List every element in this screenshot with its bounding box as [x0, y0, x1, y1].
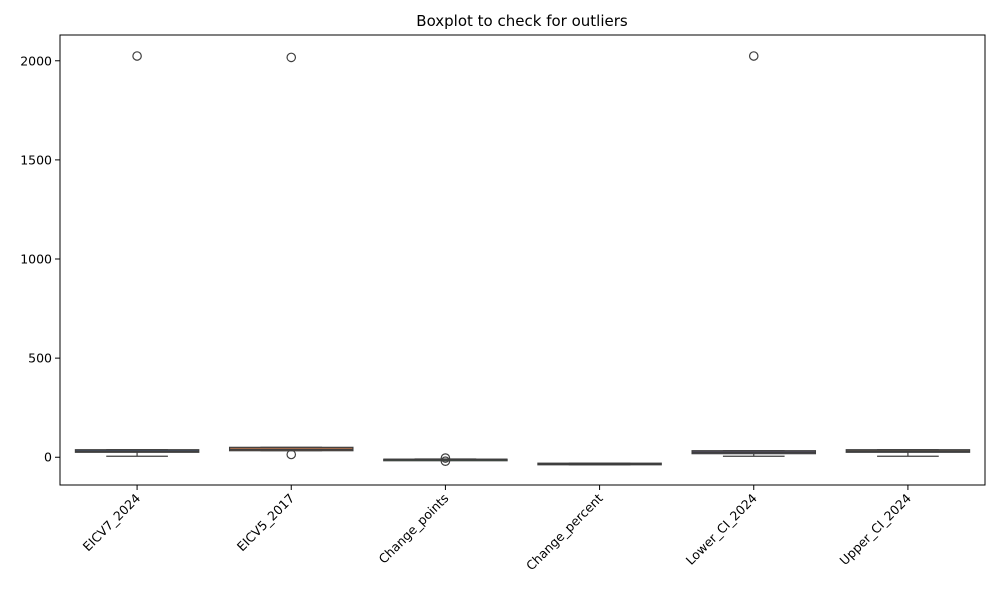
- outlier-point: [132, 51, 142, 61]
- x-tick-label: EICV7_2024: [80, 490, 144, 554]
- x-tick-label: Change_points: [376, 491, 452, 567]
- y-tick-label: 0: [44, 450, 52, 465]
- box-eicv7-2024: [74, 51, 200, 457]
- box-change-percent: [537, 462, 662, 466]
- box-upper-ci-2024: [845, 449, 971, 457]
- box-change-points: [383, 453, 508, 467]
- outlier-point: [440, 453, 451, 463]
- plot-area: 0 500 1000 1500 2000 EICV7_2024 EICV5_2017 Chan…: [20, 51, 971, 573]
- box-eicv5-2017: [228, 52, 354, 460]
- x-tick-label: Lower_CI_2024: [683, 490, 760, 567]
- outlier-point: [440, 456, 451, 467]
- outlier-point: [286, 52, 297, 63]
- y-tick-label: 500: [28, 351, 52, 366]
- plot-frame: [59, 34, 986, 486]
- x-tick-label: Change_percent: [523, 490, 606, 573]
- outlier-point: [286, 449, 297, 460]
- x-tick-label: Upper_CI_2024: [837, 490, 915, 568]
- y-tick-label: 1000: [20, 252, 52, 267]
- chart-title: Boxplot to check for outliers: [416, 12, 628, 30]
- y-tick-label: 2000: [20, 53, 52, 68]
- outlier-point: [748, 51, 759, 61]
- x-tick-label: EICV5_2017: [234, 491, 298, 555]
- y-tick-label: 1500: [20, 152, 52, 167]
- box-lower-ci-2024: [691, 51, 817, 457]
